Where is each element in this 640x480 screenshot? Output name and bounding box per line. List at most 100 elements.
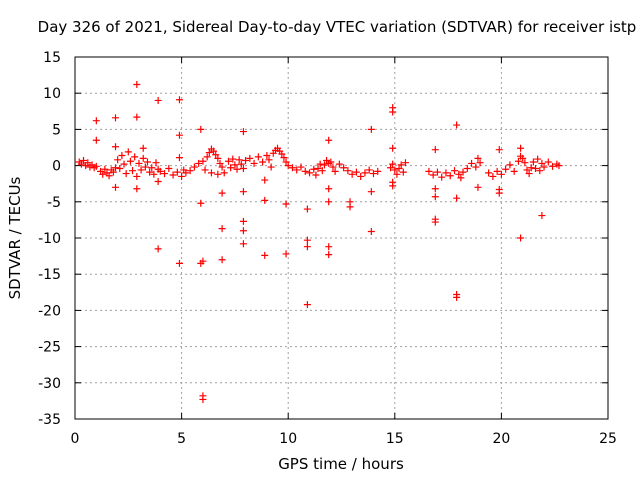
data-point — [320, 161, 328, 169]
data-point — [365, 166, 373, 174]
data-point — [210, 147, 218, 155]
data-point — [391, 166, 399, 174]
data-point — [523, 166, 531, 174]
data-point — [335, 160, 343, 168]
data-point — [325, 185, 333, 193]
y-tick-label: -25 — [38, 340, 61, 356]
data-point — [165, 164, 173, 172]
data-point — [474, 183, 482, 191]
data-point — [101, 165, 109, 173]
data-point — [112, 183, 120, 191]
data-point — [297, 163, 305, 171]
data-point — [205, 149, 213, 157]
data-point — [340, 164, 348, 172]
data-point — [229, 155, 237, 163]
data-point — [472, 163, 480, 171]
data-point — [141, 163, 149, 171]
data-point — [361, 169, 369, 177]
data-points — [75, 81, 563, 403]
x-tick-labels: 0 5 10 15 20 25 — [71, 431, 617, 447]
data-point — [493, 167, 501, 175]
data-point — [519, 154, 527, 162]
data-point — [175, 131, 183, 139]
data-point — [540, 163, 548, 171]
data-point — [455, 170, 463, 178]
data-point — [124, 148, 132, 156]
data-point — [118, 151, 126, 159]
data-point — [218, 163, 226, 171]
data-point — [154, 178, 162, 186]
data-point — [218, 256, 226, 264]
data-point — [529, 158, 537, 166]
data-point — [152, 159, 160, 167]
data-point — [122, 170, 130, 178]
data-point — [288, 164, 296, 172]
data-point — [534, 155, 542, 163]
data-point — [161, 170, 169, 178]
data-point — [80, 157, 88, 165]
data-point — [312, 171, 320, 179]
data-point — [242, 157, 250, 165]
data-point — [306, 169, 314, 177]
data-point — [282, 200, 290, 208]
data-point — [431, 218, 439, 226]
data-point — [329, 163, 337, 171]
data-point — [203, 153, 211, 161]
x-tick-label: 15 — [386, 431, 404, 447]
data-point — [220, 169, 228, 177]
data-point — [538, 159, 546, 167]
data-point — [367, 227, 375, 235]
data-point — [109, 168, 117, 176]
data-point — [459, 168, 467, 176]
data-point — [374, 167, 382, 175]
data-point — [442, 169, 450, 177]
data-point — [143, 158, 151, 166]
data-point — [352, 168, 360, 176]
data-point — [216, 159, 224, 167]
data-point — [325, 243, 333, 251]
x-tick-label: 0 — [71, 431, 80, 447]
data-point — [389, 144, 397, 152]
data-point — [156, 167, 164, 175]
data-point — [199, 395, 207, 403]
data-point — [463, 164, 471, 172]
data-point — [231, 161, 239, 169]
data-point — [325, 251, 333, 259]
data-point — [389, 182, 397, 190]
data-point — [218, 189, 226, 197]
data-point — [239, 128, 247, 136]
y-tick-label: 0 — [52, 159, 61, 175]
data-point — [126, 157, 134, 165]
chart-title: Day 326 of 2021, Sidereal Day-to-day VTE… — [38, 18, 637, 36]
data-point — [265, 156, 273, 164]
data-point — [92, 162, 100, 170]
data-point — [133, 81, 141, 89]
data-point — [476, 159, 484, 167]
y-tick-label: -10 — [38, 231, 61, 247]
data-point — [399, 168, 407, 176]
data-point — [521, 159, 529, 167]
data-point — [367, 188, 375, 196]
data-point — [536, 167, 544, 175]
data-point — [525, 170, 533, 178]
data-point — [250, 159, 258, 167]
data-point — [105, 172, 113, 180]
data-point — [133, 185, 141, 193]
data-point — [450, 167, 458, 175]
data-point — [175, 96, 183, 104]
data-point — [318, 167, 326, 175]
data-point — [549, 162, 557, 170]
data-point — [246, 154, 254, 162]
data-point — [133, 113, 141, 121]
data-point — [114, 156, 122, 164]
data-point — [506, 161, 514, 169]
y-tick-label: -20 — [38, 303, 61, 319]
data-point — [239, 188, 247, 196]
data-point — [239, 240, 247, 248]
y-tick-label: 15 — [43, 50, 61, 66]
data-point — [446, 172, 454, 180]
data-point — [175, 154, 183, 162]
data-point — [431, 193, 439, 201]
data-point — [154, 96, 162, 104]
data-point — [201, 166, 209, 174]
